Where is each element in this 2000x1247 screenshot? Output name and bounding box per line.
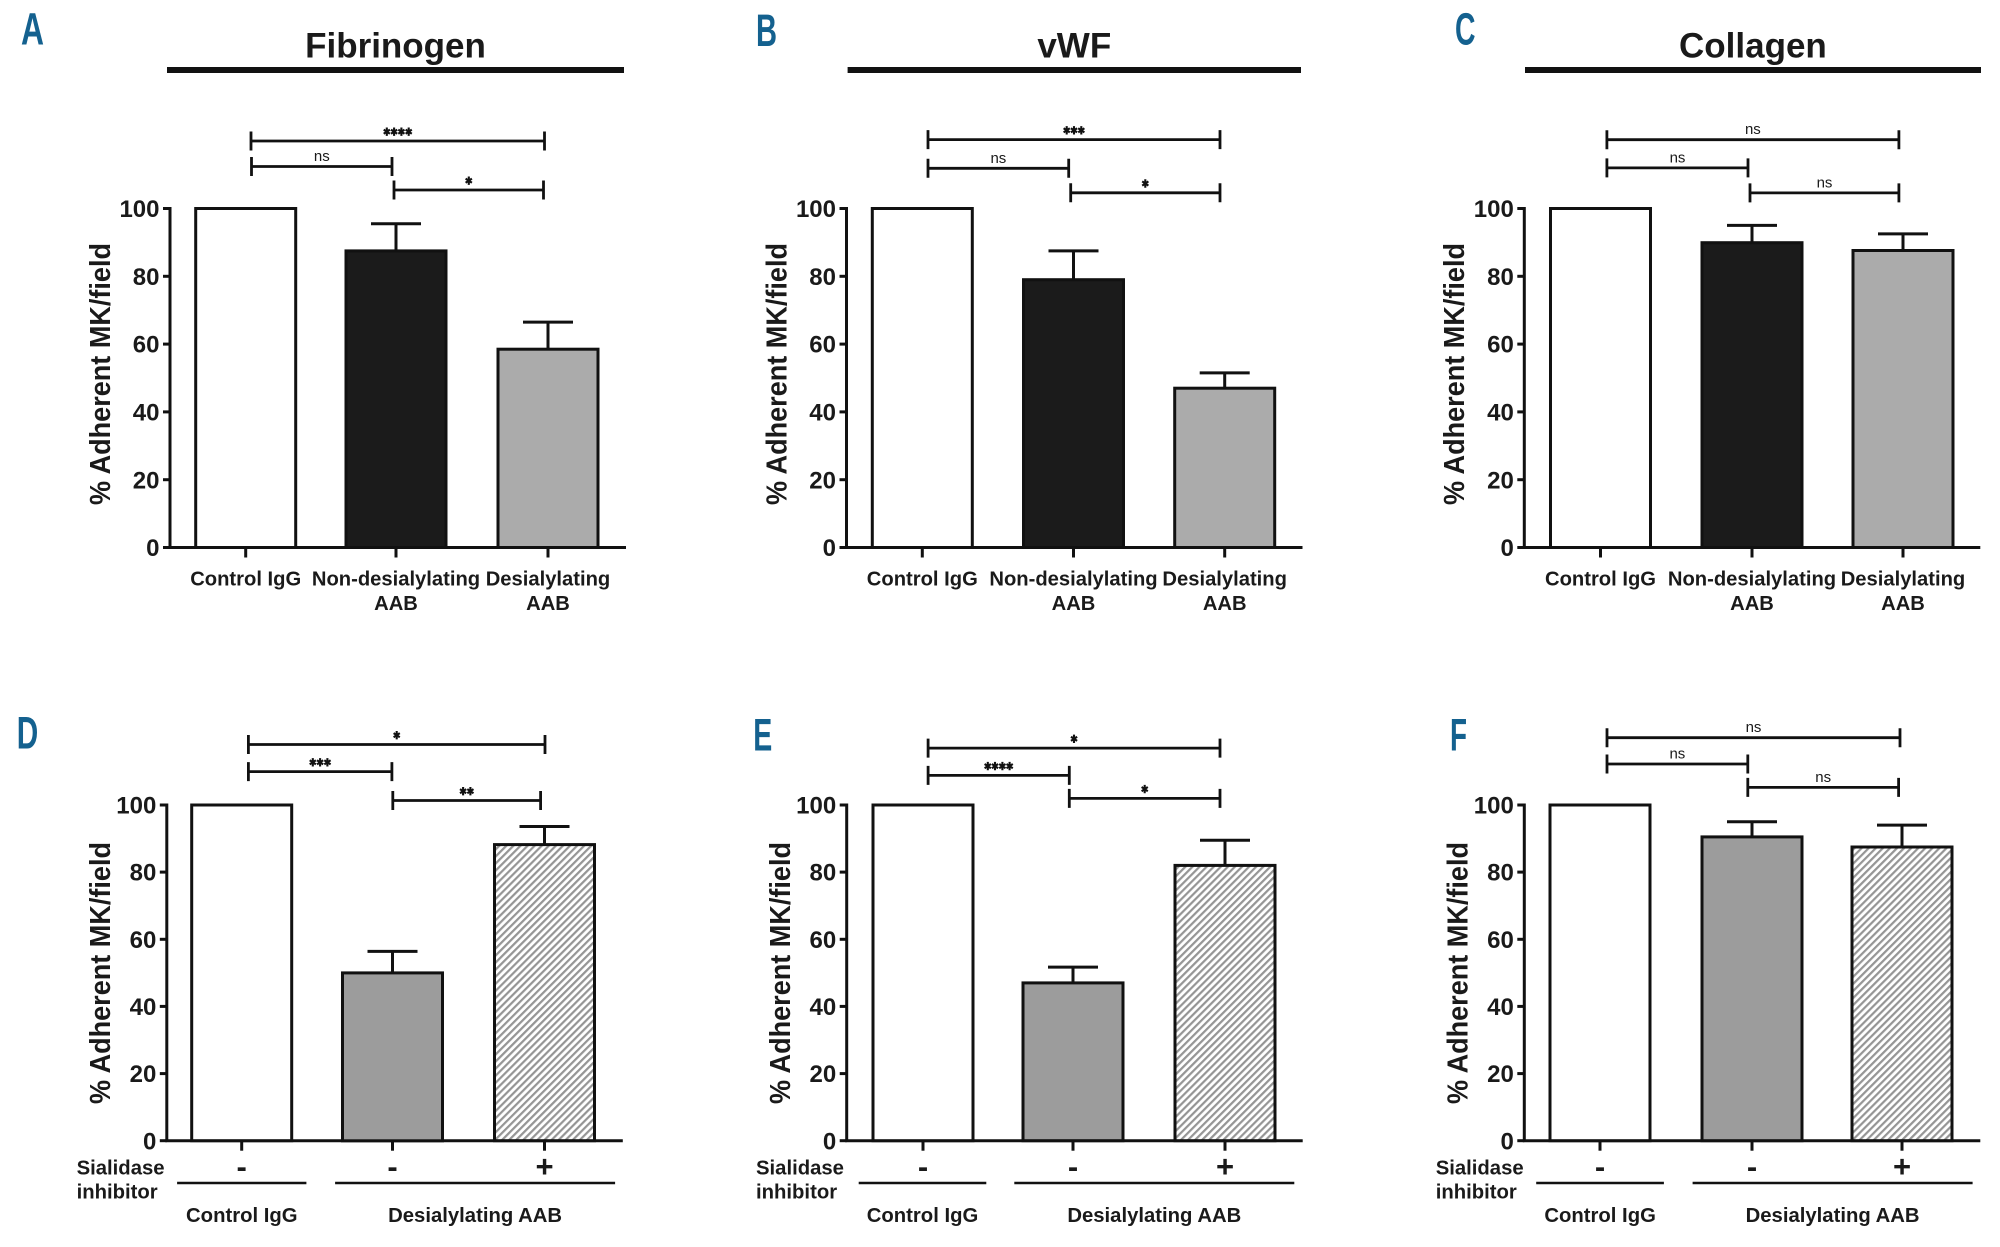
- svg-text:-: -: [237, 1149, 247, 1184]
- svg-text:Desialylating: Desialylating: [486, 569, 611, 591]
- svg-text:ns: ns: [1817, 174, 1833, 191]
- svg-text:0: 0: [1500, 535, 1513, 562]
- svg-text:Desialylating: Desialylating: [1162, 569, 1287, 591]
- svg-text:80: 80: [1487, 860, 1514, 887]
- svg-text:0: 0: [146, 535, 159, 562]
- svg-text:20: 20: [809, 1061, 836, 1088]
- svg-text:AAB: AAB: [526, 593, 570, 615]
- svg-text:0: 0: [823, 1128, 836, 1155]
- svg-text:80: 80: [1487, 264, 1514, 291]
- svg-text:ns: ns: [1669, 746, 1685, 763]
- svg-text:ns: ns: [990, 150, 1006, 167]
- svg-text:B: B: [756, 5, 777, 56]
- svg-text:20: 20: [133, 467, 160, 494]
- svg-text:Control IgG: Control IgG: [1544, 1205, 1656, 1227]
- svg-text:Desialylating AAB: Desialylating AAB: [388, 1205, 562, 1227]
- svg-text:% Adherent MK/field: % Adherent MK/field: [1443, 842, 1475, 1104]
- svg-text:Non-desialylating: Non-desialylating: [312, 569, 480, 591]
- svg-text:AAB: AAB: [1730, 593, 1774, 615]
- svg-text:100: 100: [1474, 793, 1514, 820]
- svg-text:ns: ns: [1746, 719, 1762, 736]
- svg-text:100: 100: [796, 793, 836, 820]
- svg-text:AAB: AAB: [374, 593, 418, 615]
- svg-text:% Adherent MK/field: % Adherent MK/field: [1439, 243, 1471, 505]
- svg-text:D: D: [17, 708, 39, 759]
- svg-text:Desialylating AAB: Desialylating AAB: [1746, 1205, 1920, 1227]
- svg-text:-: -: [1747, 1149, 1757, 1184]
- svg-text:20: 20: [130, 1061, 157, 1088]
- svg-text:0: 0: [1500, 1128, 1513, 1155]
- svg-text:Control IgG: Control IgG: [867, 569, 978, 591]
- svg-text:40: 40: [133, 400, 160, 427]
- svg-text:40: 40: [809, 994, 836, 1021]
- svg-text:100: 100: [116, 793, 156, 820]
- svg-text:20: 20: [1487, 1061, 1514, 1088]
- svg-text:Control IgG: Control IgG: [1545, 569, 1656, 591]
- svg-text:60: 60: [133, 332, 160, 359]
- svg-text:AAB: AAB: [1052, 593, 1096, 615]
- svg-text:80: 80: [130, 860, 157, 887]
- svg-text:+: +: [1216, 1149, 1234, 1184]
- svg-text:F: F: [1450, 710, 1467, 761]
- svg-text:Desialylating AAB: Desialylating AAB: [1067, 1205, 1241, 1227]
- svg-text:40: 40: [130, 994, 157, 1021]
- svg-text:20: 20: [1487, 467, 1514, 494]
- svg-text:Non-desialylating: Non-desialylating: [989, 569, 1157, 591]
- svg-text:100: 100: [119, 196, 159, 223]
- svg-text:-: -: [1595, 1149, 1605, 1184]
- svg-text:100: 100: [1474, 196, 1514, 223]
- svg-text:20: 20: [809, 467, 836, 494]
- svg-text:80: 80: [809, 264, 836, 291]
- svg-text:Non-desialylating: Non-desialylating: [1668, 569, 1836, 591]
- svg-text:E: E: [753, 710, 772, 761]
- svg-text:+: +: [1893, 1149, 1911, 1184]
- svg-text:60: 60: [1487, 332, 1514, 359]
- svg-text:Collagen: Collagen: [1679, 27, 1827, 66]
- svg-text:0: 0: [823, 535, 836, 562]
- svg-text:Desialylating: Desialylating: [1841, 569, 1966, 591]
- svg-text:inhibitor: inhibitor: [1436, 1182, 1517, 1204]
- svg-text:% Adherent MK/field: % Adherent MK/field: [85, 842, 117, 1104]
- svg-text:80: 80: [809, 860, 836, 887]
- svg-text:60: 60: [130, 927, 157, 954]
- svg-text:% Adherent MK/field: % Adherent MK/field: [85, 243, 117, 505]
- svg-text:40: 40: [1487, 400, 1514, 427]
- svg-text:AAB: AAB: [1203, 593, 1247, 615]
- svg-text:40: 40: [1487, 994, 1514, 1021]
- svg-text:vWF: vWF: [1037, 27, 1111, 66]
- svg-text:ns: ns: [1815, 769, 1831, 786]
- svg-text:ns: ns: [1670, 149, 1686, 166]
- svg-text:Fibrinogen: Fibrinogen: [305, 27, 486, 66]
- svg-text:Control IgG: Control IgG: [186, 1205, 298, 1227]
- svg-text:ns: ns: [314, 148, 330, 165]
- svg-text:C: C: [1455, 4, 1476, 55]
- svg-text:-: -: [387, 1149, 397, 1184]
- svg-text:A: A: [21, 4, 44, 55]
- svg-text:ns: ns: [1745, 121, 1761, 138]
- svg-text:60: 60: [809, 927, 836, 954]
- svg-text:60: 60: [809, 332, 836, 359]
- svg-text:0: 0: [143, 1128, 156, 1155]
- svg-text:+: +: [535, 1149, 553, 1184]
- svg-text:% Adherent MK/field: % Adherent MK/field: [765, 842, 797, 1104]
- svg-text:Sialidase: Sialidase: [77, 1158, 165, 1180]
- svg-text:% Adherent MK/field: % Adherent MK/field: [761, 243, 793, 505]
- svg-text:80: 80: [133, 264, 160, 291]
- svg-text:-: -: [918, 1149, 928, 1184]
- svg-text:100: 100: [796, 196, 836, 223]
- svg-text:inhibitor: inhibitor: [77, 1182, 158, 1204]
- svg-text:inhibitor: inhibitor: [756, 1182, 837, 1204]
- svg-text:AAB: AAB: [1881, 593, 1925, 615]
- svg-text:40: 40: [809, 400, 836, 427]
- svg-text:Sialidase: Sialidase: [756, 1158, 844, 1180]
- svg-text:Control IgG: Control IgG: [867, 1205, 979, 1227]
- svg-text:-: -: [1068, 1149, 1078, 1184]
- svg-text:Sialidase: Sialidase: [1436, 1158, 1524, 1180]
- svg-text:60: 60: [1487, 927, 1514, 954]
- svg-text:Control IgG: Control IgG: [190, 569, 301, 591]
